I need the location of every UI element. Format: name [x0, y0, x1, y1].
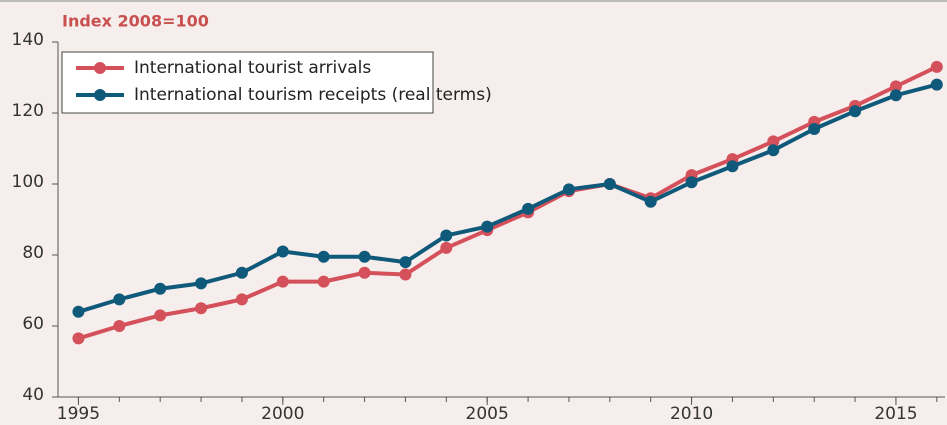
series-line [77, 82, 938, 314]
data-point [235, 266, 248, 279]
data-point [235, 293, 248, 306]
data-point [603, 178, 616, 190]
data-point [644, 195, 657, 208]
data-point [930, 78, 943, 91]
data-point [154, 282, 167, 295]
legend-label: International tourist arrivals [134, 58, 371, 78]
data-point [767, 144, 780, 157]
legend-marker [94, 89, 106, 101]
data-point [726, 160, 739, 173]
series-line [77, 65, 938, 341]
data-point [889, 80, 902, 93]
data-point [358, 250, 371, 263]
legend-marker [94, 62, 106, 74]
x-tick-label: 2000 [261, 404, 304, 424]
legend-box [61, 51, 434, 114]
x-tick-label: 1995 [57, 404, 100, 424]
legend-label: International tourism receipts (real ter… [134, 85, 492, 105]
data-point [113, 320, 126, 332]
y-tick-label: 120 [12, 101, 44, 121]
x-tick-label: 2005 [466, 404, 509, 424]
data-point [889, 89, 902, 102]
data-point [522, 202, 535, 215]
y-tick-label: 140 [12, 30, 44, 50]
legend: International tourist arrivals Internatio… [61, 51, 492, 114]
data-point [113, 293, 126, 306]
y-tick-label: 80 [22, 243, 44, 263]
x-tick-label: 2015 [874, 404, 917, 424]
data-point [195, 277, 208, 290]
data-point [685, 176, 698, 189]
data-point [930, 60, 943, 73]
data-point [399, 268, 412, 281]
data-point [195, 302, 208, 315]
data-point [72, 305, 85, 318]
data-point [154, 309, 167, 322]
data-point [317, 275, 330, 288]
chart-title: Index 2008=100 [62, 12, 209, 31]
data-point [72, 332, 85, 345]
y-tick-label: 100 [12, 172, 44, 192]
y-tick-label: 40 [22, 385, 44, 405]
data-point [481, 220, 494, 233]
data-point [440, 241, 453, 254]
data-point [440, 229, 453, 242]
y-tick-label: 60 [22, 314, 44, 334]
data-point [358, 266, 371, 279]
data-point [808, 122, 821, 135]
data-point [317, 250, 330, 263]
data-point [849, 105, 862, 118]
data-point [767, 135, 780, 148]
data-point [276, 245, 289, 258]
data-point [399, 256, 412, 269]
data-point [562, 183, 575, 196]
x-tick-label: 2010 [670, 404, 713, 424]
data-point [276, 275, 289, 288]
